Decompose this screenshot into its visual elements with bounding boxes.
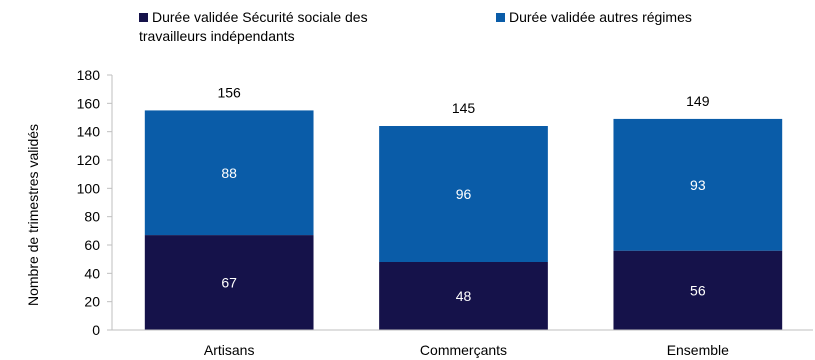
bar-segment (613, 118, 783, 251)
y-tick-label: 140 (77, 124, 101, 140)
bar-value-label: 93 (690, 177, 706, 193)
x-category-label: Ensemble (667, 342, 729, 358)
y-tick-label: 20 (84, 294, 100, 310)
bar-segment (613, 250, 783, 330)
y-tick-label: 0 (92, 322, 100, 338)
y-tick-label: 60 (84, 237, 100, 253)
bar-segment (379, 126, 548, 262)
legend-label-autres: Durée validée autres régimes (509, 9, 692, 25)
legend-label-sstti: Durée validée Sécurité sociale des trava… (139, 9, 368, 44)
bar-segment (379, 262, 548, 330)
y-tick-label: 160 (77, 95, 101, 111)
y-tick-label: 80 (84, 209, 100, 225)
bar-total-label: 149 (686, 93, 710, 109)
y-tick-label: 100 (77, 180, 101, 196)
bar-segment (144, 235, 314, 330)
bar-value-label: 67 (221, 275, 237, 291)
x-category-label: Artisans (204, 342, 255, 358)
bar-total-label: 156 (217, 84, 241, 100)
y-tick-label: 40 (84, 265, 100, 281)
x-category-label: Commerçants (420, 342, 507, 358)
legend-swatch-sstti (139, 13, 148, 22)
bar-total-label: 145 (452, 100, 476, 116)
y-tick-label: 180 (77, 67, 101, 83)
bar-segment (144, 110, 314, 236)
legend-swatch-autres (496, 13, 505, 22)
y-tick-label: 120 (77, 152, 101, 168)
bar-value-label: 88 (221, 165, 237, 181)
bar-value-label: 96 (456, 186, 472, 202)
bar-value-label: 56 (690, 282, 706, 298)
legend-entry-autres: Durée validée autres régimes (496, 8, 796, 27)
legend-entry-sstti: Durée validée Sécurité sociale des trava… (139, 8, 419, 46)
bar-value-label: 48 (456, 288, 472, 304)
